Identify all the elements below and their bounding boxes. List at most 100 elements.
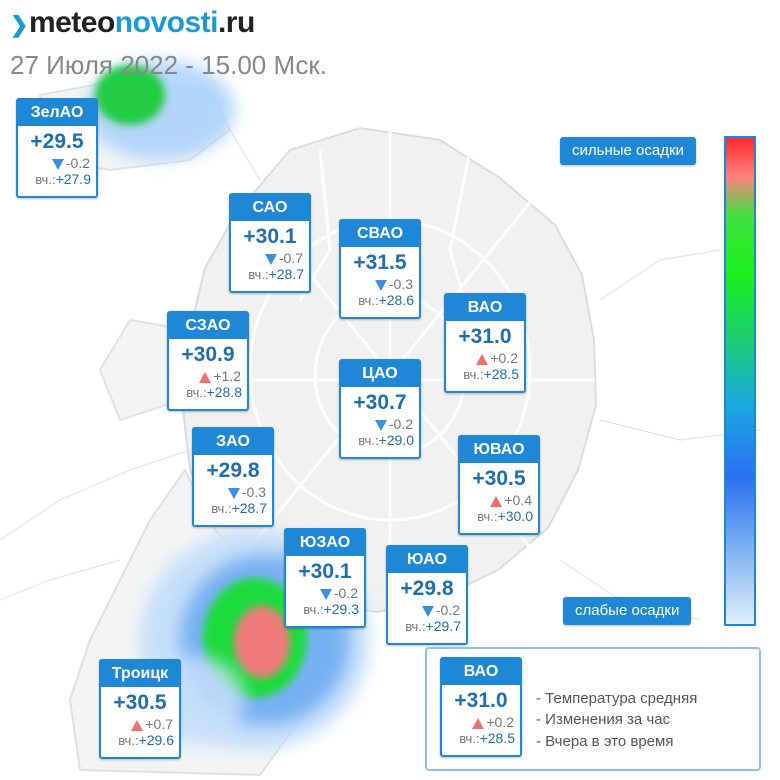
card-district-name: ЮВАО (460, 437, 538, 463)
card-change-value: +0.2 (490, 350, 518, 366)
legend-sample-card: ВАО +31.0 +0.2 вч.:+28.5 (440, 657, 522, 757)
yesterday-prefix: вч.: (463, 367, 484, 382)
card-yesterday: вч.:+28.8 (169, 384, 247, 401)
logo-arrow-icon: ❯ (10, 12, 28, 37)
arrow-down-icon (319, 588, 332, 600)
card-yesterday-value: +29.3 (323, 601, 359, 617)
card-change-value: -0.2 (333, 585, 358, 601)
card-temperature: +30.9 (181, 343, 235, 366)
card-temperature: +30.7 (353, 391, 407, 414)
card-temperature: +31.5 (353, 251, 407, 274)
card-district-name: СВАО (341, 221, 419, 247)
card-change-value: -0.2 (435, 602, 460, 618)
arrow-down-icon (374, 419, 387, 431)
district-card[interactable]: СЗАО +30.9 +1.2 вч.:+28.8 (167, 311, 249, 411)
arrow-down-icon (374, 279, 387, 291)
card-yesterday-value: +27.9 (55, 171, 91, 187)
card-district-name: ЦАО (341, 361, 419, 387)
card-district-name: Троицк (101, 661, 179, 687)
card-change: +0.2 (442, 714, 520, 730)
card-yesterday-value: +29.0 (378, 432, 414, 448)
card-temperature: +29.5 (30, 130, 84, 153)
card-change-value: -0.3 (388, 276, 413, 292)
district-card[interactable]: САО +30.1 -0.7 вч.:+28.7 (229, 193, 311, 293)
district-card[interactable]: ЦАО +30.7 -0.2 вч.:+29.0 (339, 359, 421, 459)
yesterday-prefix: вч.: (459, 731, 480, 746)
card-temperature: +29.8 (206, 459, 260, 482)
card-temperature: +30.5 (472, 467, 526, 490)
site-logo[interactable]: ❯meteonovosti.ru (10, 6, 255, 40)
card-yesterday: вч.:+28.7 (194, 500, 272, 517)
card-district-name: ЮЗАО (286, 530, 364, 556)
card-temperature: +30.1 (243, 225, 297, 248)
yesterday-prefix: вч.: (211, 501, 232, 516)
card-yesterday: вч.:+29.7 (388, 618, 466, 635)
card-change: -0.7 (231, 250, 309, 266)
card-change-value: -0.3 (241, 484, 266, 500)
scale-bottom-label: слабые осадки (563, 597, 692, 625)
yesterday-prefix: вч.: (303, 602, 324, 617)
card-change: -0.3 (194, 484, 272, 500)
district-card[interactable]: ЮВАО +30.5 +0.4 вч.:+30.0 (458, 435, 540, 535)
card-temperature: +31.0 (458, 325, 512, 348)
yesterday-prefix: вч.: (118, 733, 139, 748)
card-change-value: +0.7 (145, 716, 173, 732)
card-change: -0.2 (286, 585, 364, 601)
district-card[interactable]: Троицк +30.5 +0.7 вч.:+29.6 (99, 659, 181, 759)
card-district-name: ВАО (446, 295, 524, 321)
card-yesterday: вч.:+30.0 (460, 508, 538, 525)
district-card[interactable]: ЗАО +29.8 -0.3 вч.:+28.7 (192, 427, 274, 527)
card-temperature: +30.1 (298, 560, 352, 583)
yesterday-prefix: вч.: (358, 293, 379, 308)
district-card[interactable]: ВАО +31.0 +0.2 вч.:+28.5 (444, 293, 526, 393)
card-yesterday-value: +28.5 (479, 730, 515, 746)
district-card[interactable]: ЮАО +29.8 -0.2 вч.:+29.7 (386, 545, 468, 645)
district-card[interactable]: ЗелАО +29.5 -0.2 вч.:+27.9 (16, 98, 98, 198)
card-change: -0.3 (341, 276, 419, 292)
card-district-name: СЗАО (169, 313, 247, 339)
card-yesterday: вч.:+29.6 (101, 732, 179, 749)
card-district-name: ВАО (442, 659, 520, 685)
card-yesterday: вч.:+29.0 (341, 432, 419, 449)
district-card[interactable]: СВАО +31.5 -0.3 вч.:+28.6 (339, 219, 421, 319)
yesterday-prefix: вч.: (405, 619, 426, 634)
card-district-name: ЗАО (194, 429, 272, 455)
arrow-up-icon (472, 717, 485, 729)
card-yesterday-value: +29.6 (138, 732, 174, 748)
card-yesterday-value: +28.7 (268, 266, 304, 282)
card-change-value: +0.2 (486, 714, 514, 730)
card-change: -0.2 (388, 602, 466, 618)
card-yesterday: вч.:+29.3 (286, 601, 364, 618)
arrow-down-icon (227, 487, 240, 499)
yesterday-prefix: вч.: (35, 172, 56, 187)
legend-line-change: - Изменения за час (536, 711, 671, 728)
yesterday-prefix: вч.: (358, 433, 379, 448)
yesterday-prefix: вч.: (477, 509, 498, 524)
card-change: +0.2 (446, 350, 524, 366)
card-district-name: ЗелАО (18, 100, 96, 126)
arrow-up-icon (199, 371, 212, 383)
arrow-down-icon (264, 253, 277, 265)
card-change: -0.2 (18, 155, 96, 171)
card-change-value: +0.4 (504, 492, 532, 508)
card-yesterday-value: +28.8 (206, 384, 242, 400)
card-change-value: +1.2 (213, 368, 241, 384)
arrow-up-icon (476, 353, 489, 365)
yesterday-prefix: вч.: (186, 385, 207, 400)
legend-line-avg: - Температура средняя (536, 690, 698, 707)
card-change: +1.2 (169, 368, 247, 384)
card-district-name: ЮАО (388, 547, 466, 573)
logo-ru: .ru (217, 6, 255, 39)
logo-meteo: meteo (28, 6, 115, 39)
district-card[interactable]: ЮЗАО +30.1 -0.2 вч.:+29.3 (284, 528, 366, 628)
legend-line-yesterday: - Вчера в это время (536, 733, 674, 750)
card-change: +0.7 (101, 716, 179, 732)
card-yesterday: вч.:+28.7 (231, 266, 309, 283)
card-change: +0.4 (460, 492, 538, 508)
precipitation-scale-bar (724, 136, 756, 626)
arrow-down-icon (51, 158, 64, 170)
card-yesterday-value: +28.7 (231, 500, 267, 516)
card-change-value: -0.2 (388, 416, 413, 432)
card-yesterday-value: +28.5 (483, 366, 519, 382)
arrow-up-icon (131, 719, 144, 731)
